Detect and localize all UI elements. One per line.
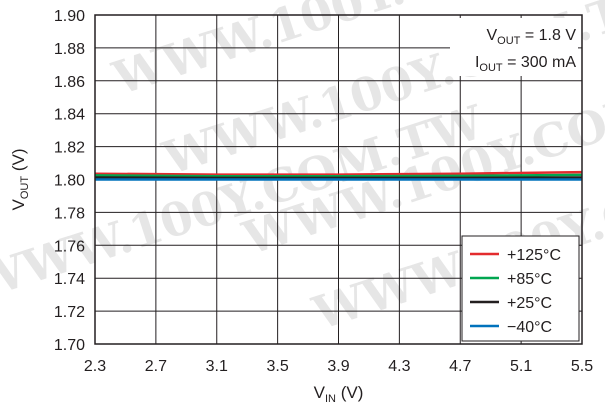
x-label-subscript: IN [325, 393, 336, 405]
condition-value: = 300 mA [503, 54, 577, 71]
y-label-subscript: OUT [19, 176, 31, 200]
x-tick-label: 2.3 [84, 358, 106, 375]
y-tick-labels: 1.90 1.88 1.86 1.84 1.82 1.80 1.78 1.76 1.74 1.72… [54, 8, 85, 354]
x-tick-label: 3.5 [267, 358, 289, 375]
y-tick-label: 1.88 [54, 41, 85, 58]
x-tick-label: 3.1 [206, 358, 228, 375]
legend-label: +85°C [507, 271, 552, 288]
x-tick-label: 5.1 [510, 358, 532, 375]
y-axis-label: VOUT (V) [9, 149, 31, 211]
y-label-unit: (V) [9, 149, 28, 176]
condition-subscript: OUT [479, 62, 503, 74]
x-label-symbol: V [314, 383, 326, 402]
x-tick-label: 3.9 [327, 358, 349, 375]
y-tick-label: 1.72 [54, 304, 85, 321]
legend-label: +125°C [507, 247, 561, 264]
x-tick-labels: 2.3 2.7 3.1 3.5 3.9 4.3 4.7 5.1 5.5 [84, 358, 593, 375]
y-tick-label: 1.78 [54, 205, 85, 222]
series-line [94, 173, 583, 178]
y-tick-label: 1.82 [54, 140, 85, 157]
condition-subscript: OUT [497, 35, 521, 47]
x-tick-label: 4.3 [388, 358, 410, 375]
condition-value: = 1.8 V [520, 27, 576, 44]
series-line [94, 170, 583, 176]
y-label-symbol: V [9, 198, 28, 210]
plot-frame [94, 14, 583, 345]
conditions-box [450, 18, 578, 76]
legend-label: +25°C [507, 295, 552, 312]
y-tick-label: 1.74 [54, 271, 85, 288]
y-tick-label: 1.76 [54, 238, 85, 255]
legend-label: −40°C [507, 319, 552, 336]
condition-symbol: V [487, 27, 498, 44]
x-tick-label: 5.5 [571, 358, 593, 375]
y-tick-label: 1.86 [54, 74, 85, 91]
y-tick-label: 1.70 [54, 337, 85, 354]
x-tick-label: 2.7 [145, 358, 167, 375]
y-tick-label: 1.84 [54, 107, 85, 124]
condition-line: VOUT = 1.8 V [487, 27, 577, 47]
x-tick-label: 4.7 [449, 358, 471, 375]
y-tick-label: 1.90 [54, 8, 85, 25]
x-axis-label: VIN (V) [314, 383, 364, 405]
x-label-unit: (V) [336, 383, 363, 402]
y-tick-label: 1.80 [54, 173, 85, 190]
condition-symbol: I [475, 54, 479, 71]
condition-line: IOUT = 300 mA [475, 54, 576, 74]
series-lines [94, 170, 583, 181]
legend: +125°C +85°C +25°C −40°C [461, 235, 580, 342]
